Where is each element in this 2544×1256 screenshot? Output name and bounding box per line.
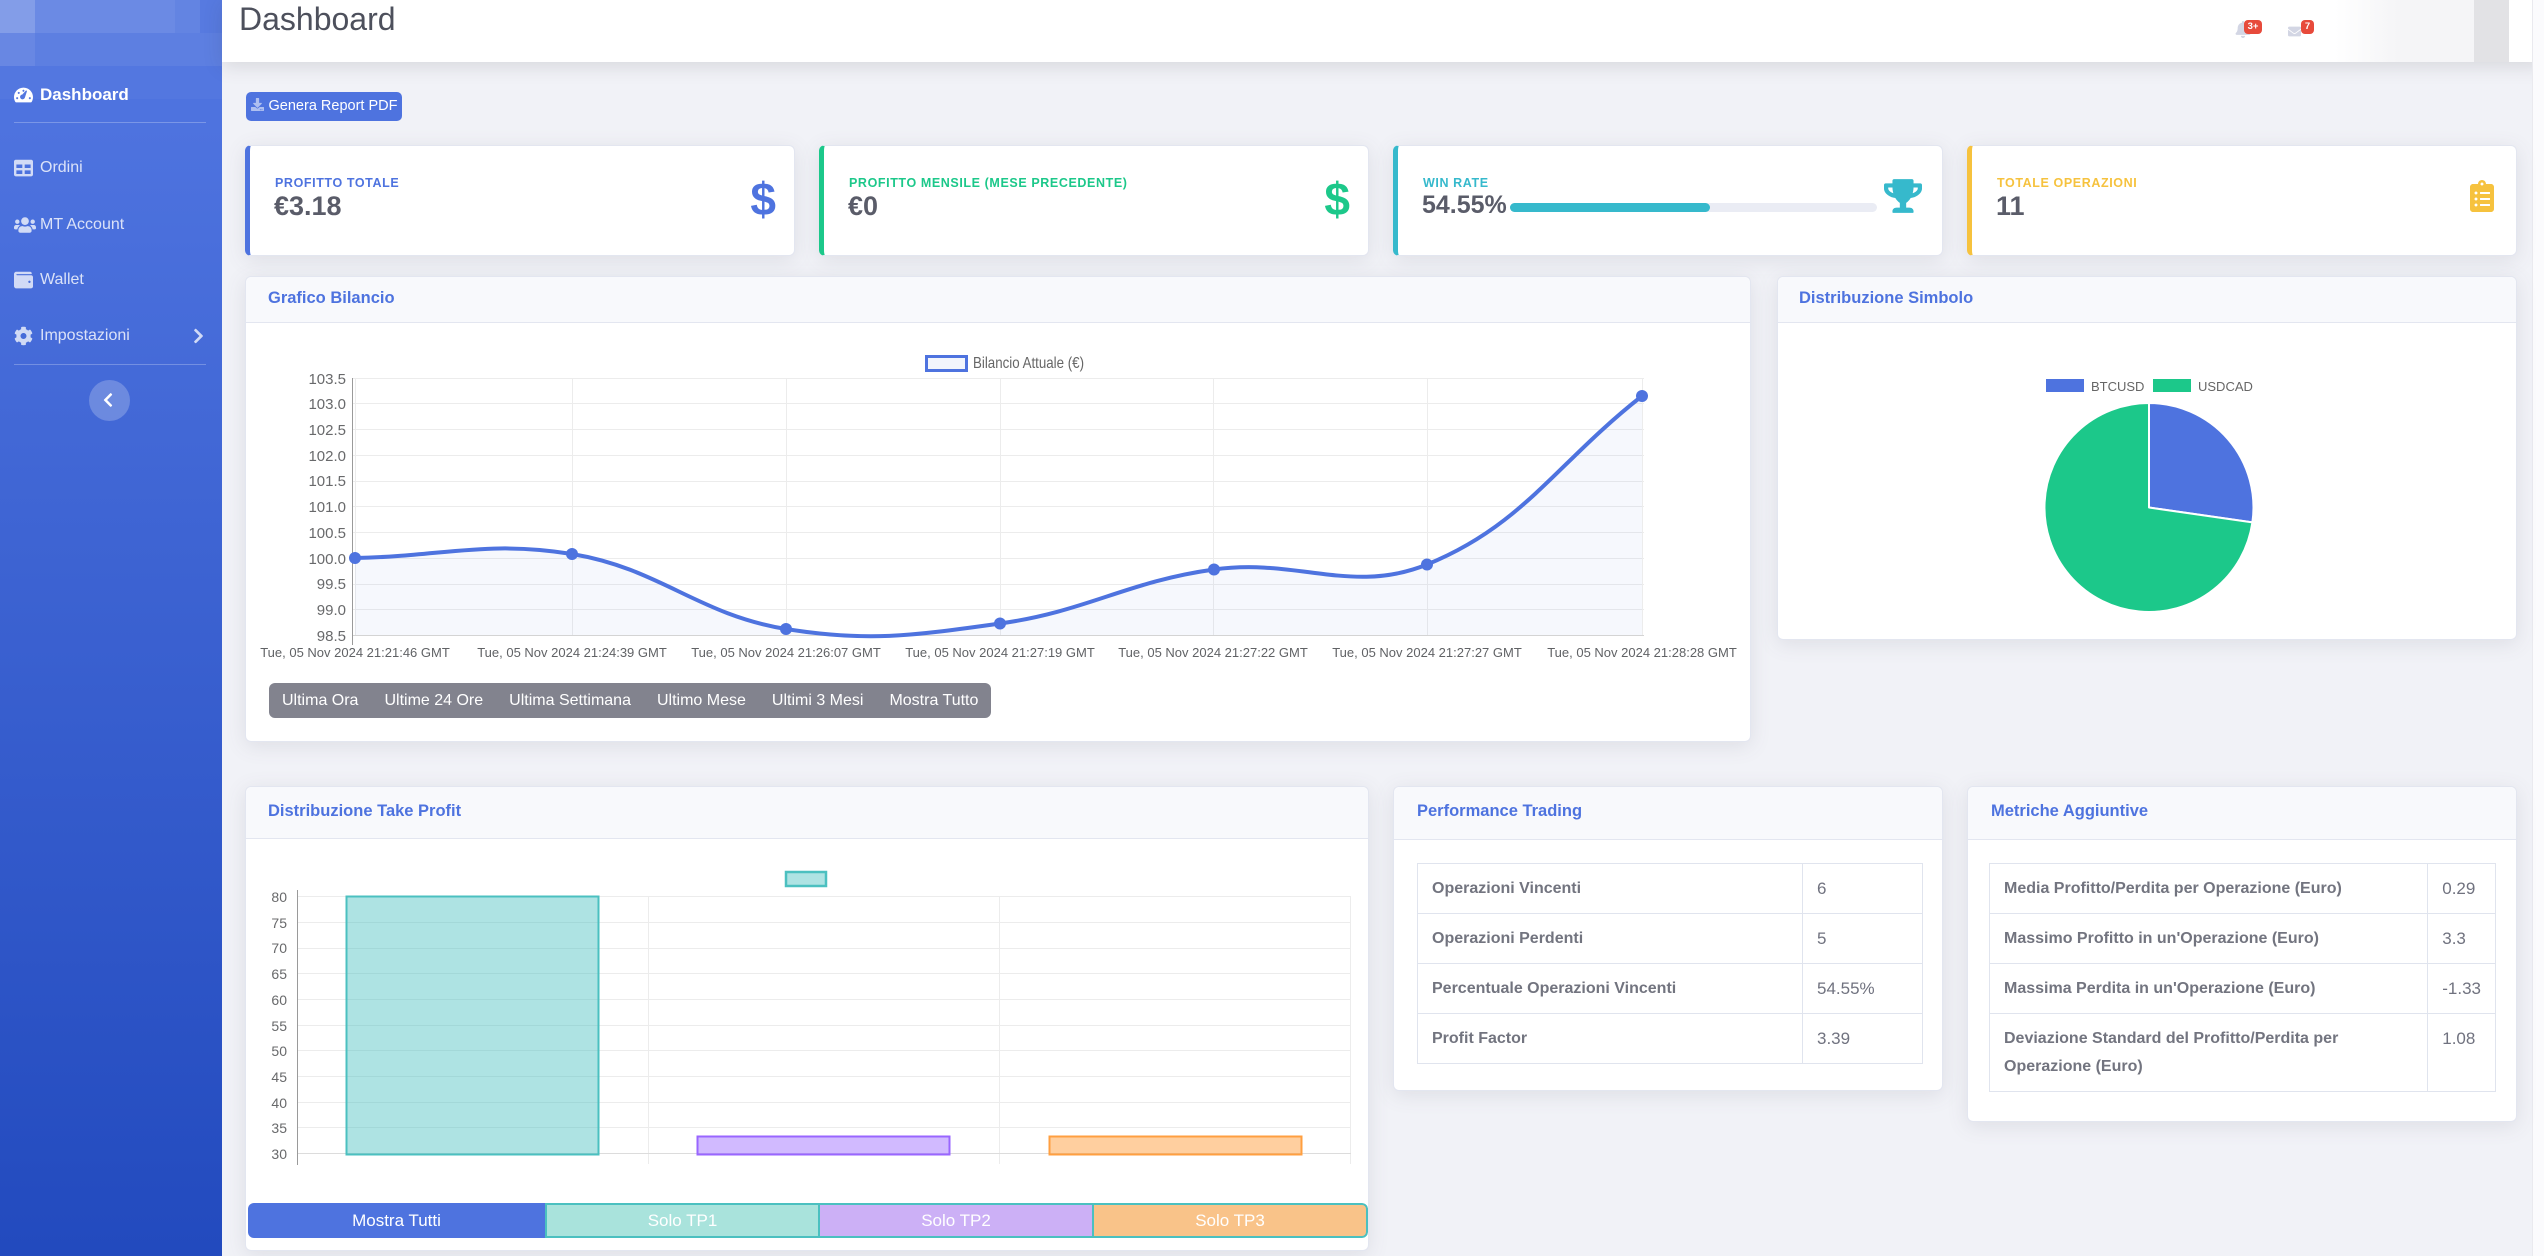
svg-text:103.5: 103.5: [308, 371, 346, 388]
svg-text:75: 75: [271, 915, 287, 931]
svg-text:Tue, 05 Nov 2024 21:28:28 GMT: Tue, 05 Nov 2024 21:28:28 GMT: [1547, 645, 1737, 660]
svg-text:Tue, 05 Nov 2024 21:27:22 GMT: Tue, 05 Nov 2024 21:27:22 GMT: [1118, 645, 1308, 660]
svg-text:99.0: 99.0: [317, 602, 346, 619]
svg-text:101.0: 101.0: [308, 499, 346, 516]
svg-text:65: 65: [271, 966, 287, 982]
svg-text:USDCAD: USDCAD: [2198, 379, 2253, 394]
svg-text:Tue, 05 Nov 2024 21:27:19 GMT: Tue, 05 Nov 2024 21:27:19 GMT: [905, 645, 1095, 660]
svg-text:50: 50: [271, 1043, 287, 1059]
svg-text:102.0: 102.0: [308, 448, 346, 465]
svg-text:98.5: 98.5: [317, 628, 346, 645]
svg-text:Tue, 05 Nov 2024 21:27:27 GMT: Tue, 05 Nov 2024 21:27:27 GMT: [1332, 645, 1522, 660]
svg-text:102.5: 102.5: [308, 422, 346, 439]
svg-text:99.5: 99.5: [317, 576, 346, 593]
svg-text:70: 70: [271, 940, 287, 956]
svg-text:60: 60: [271, 992, 287, 1008]
svg-text:Tue, 05 Nov 2024 21:24:39 GMT: Tue, 05 Nov 2024 21:24:39 GMT: [477, 645, 667, 660]
svg-text:30: 30: [271, 1146, 287, 1162]
svg-text:103.0: 103.0: [308, 396, 346, 413]
svg-text:Bilancio Attuale (€): Bilancio Attuale (€): [973, 355, 1084, 372]
svg-text:45: 45: [271, 1069, 287, 1085]
svg-text:101.5: 101.5: [308, 473, 346, 490]
svg-text:Tue, 05 Nov 2024 21:26:07 GMT: Tue, 05 Nov 2024 21:26:07 GMT: [691, 645, 881, 660]
svg-text:100.5: 100.5: [308, 525, 346, 542]
svg-text:80: 80: [271, 889, 287, 905]
svg-text:Tue, 05 Nov 2024 21:21:46 GMT: Tue, 05 Nov 2024 21:21:46 GMT: [260, 645, 450, 660]
svg-text:100.0: 100.0: [308, 551, 346, 568]
svg-text:35: 35: [271, 1120, 287, 1136]
svg-text:40: 40: [271, 1095, 287, 1111]
svg-text:BTCUSD: BTCUSD: [2091, 379, 2144, 394]
svg-text:55: 55: [271, 1018, 287, 1034]
